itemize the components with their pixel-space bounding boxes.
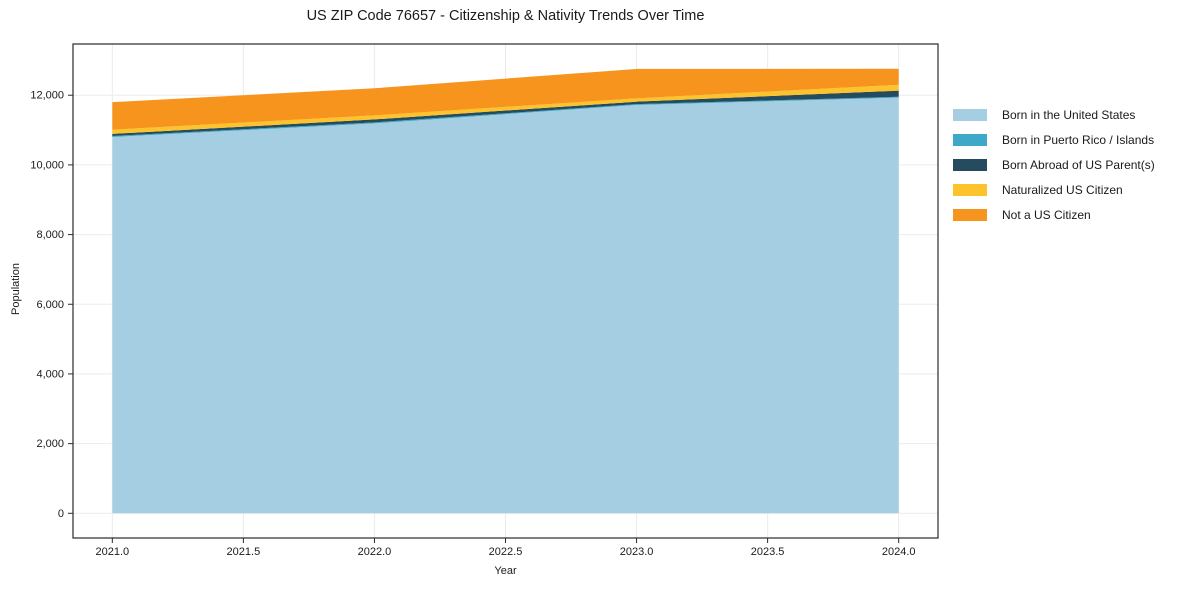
chart-title: US ZIP Code 76657 - Citizenship & Nativi… — [306, 8, 705, 24]
area-series-2 — [112, 90, 899, 136]
x-tick-label: 2023.0 — [620, 546, 654, 558]
x-tick-label: 2024.0 — [882, 546, 916, 558]
legend-label: Born Abroad of US Parent(s) — [1002, 158, 1155, 172]
x-axis-label: Year — [494, 565, 517, 577]
legend-item-2: Born Abroad of US Parent(s) — [953, 158, 1155, 172]
legend-swatch — [953, 109, 987, 121]
legend-label: Naturalized US Citizen — [1002, 183, 1123, 197]
legend-item-4: Not a US Citizen — [953, 208, 1155, 222]
x-tick-label: 2021.5 — [227, 546, 261, 558]
legend: Born in the United States Born in Puerto … — [953, 108, 1155, 222]
area-series-0 — [112, 97, 899, 514]
y-tick-label: 10,000 — [30, 159, 64, 171]
x-tick-label: 2022.0 — [358, 546, 392, 558]
legend-swatch — [953, 134, 987, 146]
area-series-4 — [112, 68, 899, 130]
y-tick-label: 0 — [58, 508, 64, 520]
y-tick-label: 6,000 — [36, 299, 64, 311]
area-series-3 — [112, 84, 899, 134]
legend-swatch — [953, 184, 987, 196]
legend-swatch — [953, 209, 987, 221]
legend-item-1: Born in Puerto Rico / Islands — [953, 133, 1155, 147]
x-tick-label: 2022.5 — [489, 546, 523, 558]
x-tick-label: 2023.5 — [751, 546, 785, 558]
y-tick-label: 12,000 — [30, 90, 64, 102]
x-tick-label: 2021.0 — [95, 546, 129, 558]
y-axis-label: Population — [10, 263, 22, 315]
legend-label: Born in Puerto Rico / Islands — [1002, 133, 1155, 147]
y-tick-label: 2,000 — [36, 438, 64, 450]
legend-item-0: Born in the United States — [953, 108, 1155, 122]
legend-item-3: Naturalized US Citizen — [953, 183, 1155, 197]
y-tick-label: 4,000 — [36, 368, 64, 380]
legend-swatch — [953, 159, 987, 171]
legend-label: Born in the United States — [1002, 108, 1136, 122]
legend-label: Not a US Citizen — [1002, 208, 1091, 222]
y-tick-label: 8,000 — [36, 229, 64, 241]
